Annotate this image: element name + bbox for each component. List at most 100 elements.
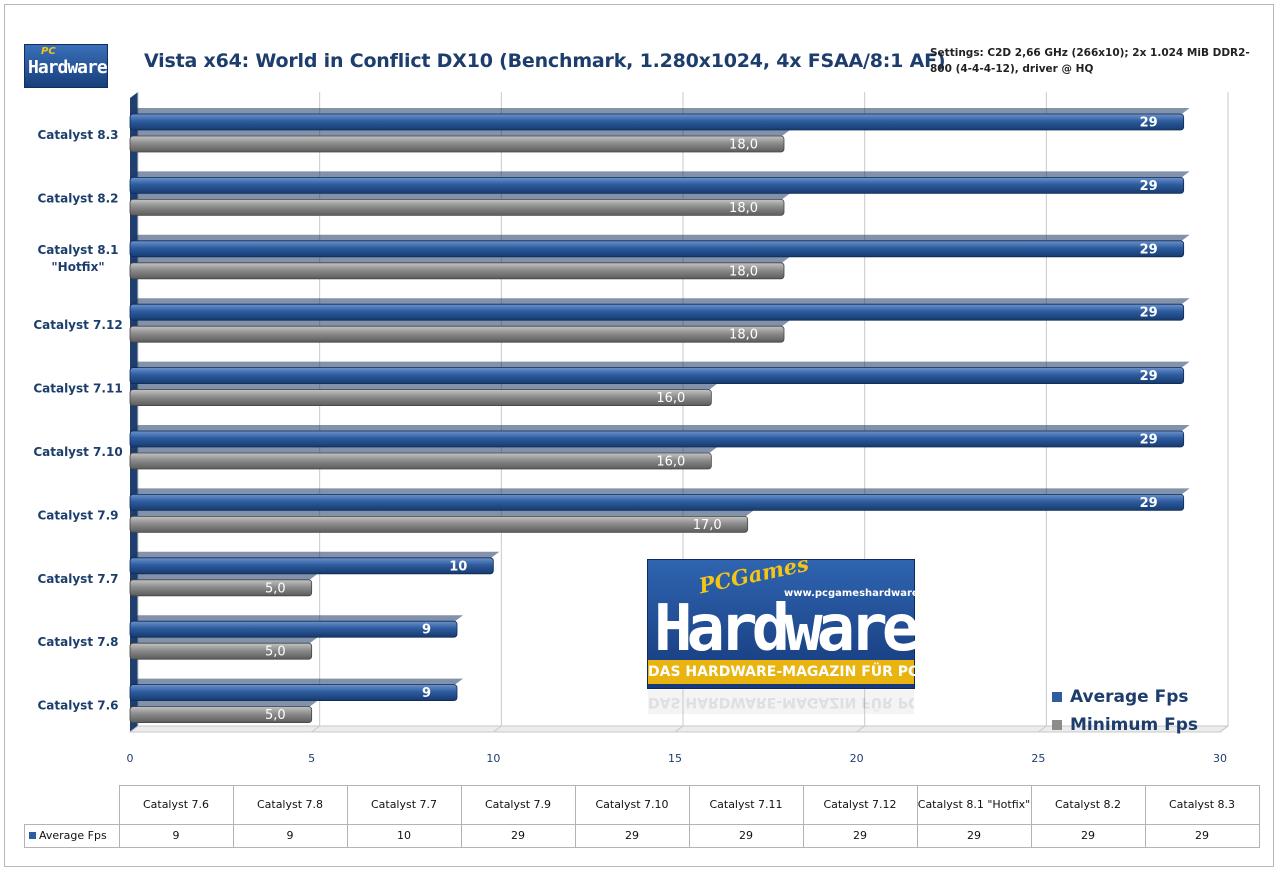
bar-average xyxy=(129,234,1190,258)
legend-item-average: Average Fps xyxy=(1052,683,1198,711)
bar-average-body xyxy=(129,113,1185,131)
bar-minimum-top xyxy=(130,637,318,644)
x-tick-label: 20 xyxy=(850,752,864,765)
data-table-cell: 29 xyxy=(1030,824,1146,848)
bar-minimum-top xyxy=(130,130,790,136)
category-label: Catalyst 8.2 xyxy=(38,191,119,205)
data-table-row-label: Average Fps xyxy=(24,824,120,848)
data-label-minimum: 5,0 xyxy=(265,581,286,596)
bar-average xyxy=(129,615,463,638)
bar-minimum-top xyxy=(130,383,718,390)
bar-average-top xyxy=(130,108,1190,114)
data-table: Catalyst 7.6 Catalyst 7.8 Catalyst 7.7 C… xyxy=(24,785,1260,848)
data-label-average: 10 xyxy=(449,559,467,574)
bar-average xyxy=(129,361,1190,385)
bar-average xyxy=(129,298,1190,321)
legend-swatch-average xyxy=(1052,692,1062,702)
data-table-cell: 10 xyxy=(346,824,462,848)
bar-minimum xyxy=(129,573,318,597)
data-table-header-row: Catalyst 7.6 Catalyst 7.8 Catalyst 7.7 C… xyxy=(25,785,1260,825)
bar-minimum-top xyxy=(130,193,790,200)
category-label: Catalyst 7.12 xyxy=(33,318,122,332)
logo-hardware-text: Hardware xyxy=(28,57,108,78)
data-table-header: Catalyst 7.8 xyxy=(232,785,348,825)
data-table-header: Catalyst 8.1 "Hotfix" xyxy=(916,785,1032,825)
data-label-average: 29 xyxy=(1140,433,1158,448)
bar-average xyxy=(129,108,1190,131)
data-label-minimum: 16,0 xyxy=(656,455,685,470)
bar-average-top xyxy=(130,678,463,685)
chart-frame xyxy=(4,4,1274,867)
data-label-average: 29 xyxy=(1140,116,1158,131)
x-tick-label: 30 xyxy=(1213,752,1227,765)
bar-average-top xyxy=(130,171,1190,178)
watermark-reflection: DAS HARDWARE-MAGAZIN FÜR PC-SPIELER xyxy=(648,690,914,716)
bar-average-top xyxy=(130,615,463,622)
bar-minimum-body xyxy=(129,516,749,533)
bar-minimum-body xyxy=(129,198,785,216)
data-label-average: 9 xyxy=(422,623,431,638)
bar-average xyxy=(129,425,1190,448)
data-table-header: Catalyst 8.3 xyxy=(1144,785,1260,825)
x-tick-label: 5 xyxy=(308,752,315,765)
data-label-average: 29 xyxy=(1140,306,1158,321)
data-label-average: 29 xyxy=(1140,496,1158,511)
data-table-cell: 29 xyxy=(1144,824,1260,848)
data-table-header: Catalyst 7.10 xyxy=(574,785,690,825)
watermark-subline: DAS HARDWARE-MAGAZIN FÜR PC-SPIELER xyxy=(648,660,989,684)
watermark-hardware-text: Hardware xyxy=(654,592,920,666)
bar-minimum-top xyxy=(130,256,790,263)
bar-minimum xyxy=(129,447,718,470)
bar-average-body xyxy=(129,430,1185,448)
bar-minimum-body xyxy=(129,642,313,660)
bar-average-body xyxy=(129,176,1185,194)
gridline-floor xyxy=(1219,725,1229,733)
bar-minimum xyxy=(129,193,790,216)
gridline-floor xyxy=(1038,725,1047,733)
gridline-floor xyxy=(493,725,502,733)
bar-average-top xyxy=(130,298,1190,305)
bar-average xyxy=(129,488,1190,511)
bar-minimum-top xyxy=(130,510,754,517)
bar-average-top xyxy=(130,234,1190,241)
data-label-minimum: 18,0 xyxy=(729,328,758,343)
data-table-cell: 29 xyxy=(916,824,1032,848)
bar-minimum xyxy=(129,256,790,280)
legend-swatch-minimum xyxy=(1052,720,1062,730)
bar-minimum-top xyxy=(130,573,318,580)
category-label: Catalyst 7.10 xyxy=(33,445,122,459)
bar-minimum-top xyxy=(130,320,790,327)
legend-label-average: Average Fps xyxy=(1070,687,1189,707)
gridline-floor xyxy=(311,725,320,733)
bar-minimum-body xyxy=(129,452,712,470)
bar-minimum xyxy=(129,130,790,153)
data-table-header: Catalyst 7.12 xyxy=(802,785,918,825)
bar-average-top xyxy=(130,488,1190,495)
bar-minimum xyxy=(129,700,318,723)
data-table-header: Catalyst 7.6 xyxy=(118,785,234,825)
data-table-cell: 9 xyxy=(118,824,234,848)
bar-minimum xyxy=(129,383,718,407)
gridline-floor xyxy=(674,725,684,733)
bar-average xyxy=(129,551,500,575)
data-table-cell: 29 xyxy=(460,824,576,848)
bar-minimum xyxy=(129,510,754,533)
legend-label-minimum: Minimum Fps xyxy=(1070,715,1199,735)
category-label: Catalyst 7.9 xyxy=(38,508,119,522)
data-table-cell: 29 xyxy=(802,824,918,848)
pcgh-logo: PC Hardware xyxy=(24,44,108,88)
watermark-url: www.pcgameshardware.de xyxy=(784,588,937,599)
bar-minimum-top xyxy=(130,700,318,707)
legend: Average Fps Minimum Fps xyxy=(1052,683,1198,739)
gridline-floor xyxy=(129,725,139,733)
category-label: Catalyst 8.3 xyxy=(38,128,119,142)
pcgh-watermark-logo: PCGames www.pcgameshardware.de Hardware … xyxy=(648,551,989,688)
bar-minimum-body xyxy=(129,325,785,343)
bar-minimum-body xyxy=(129,262,785,280)
bar-minimum-body xyxy=(129,579,313,597)
bar-average-top xyxy=(130,361,1190,368)
data-label-minimum: 5,0 xyxy=(265,645,286,660)
bar-minimum xyxy=(129,320,790,343)
legend-item-minimum: Minimum Fps xyxy=(1052,711,1198,739)
data-table-header: Catalyst 7.9 xyxy=(460,785,576,825)
